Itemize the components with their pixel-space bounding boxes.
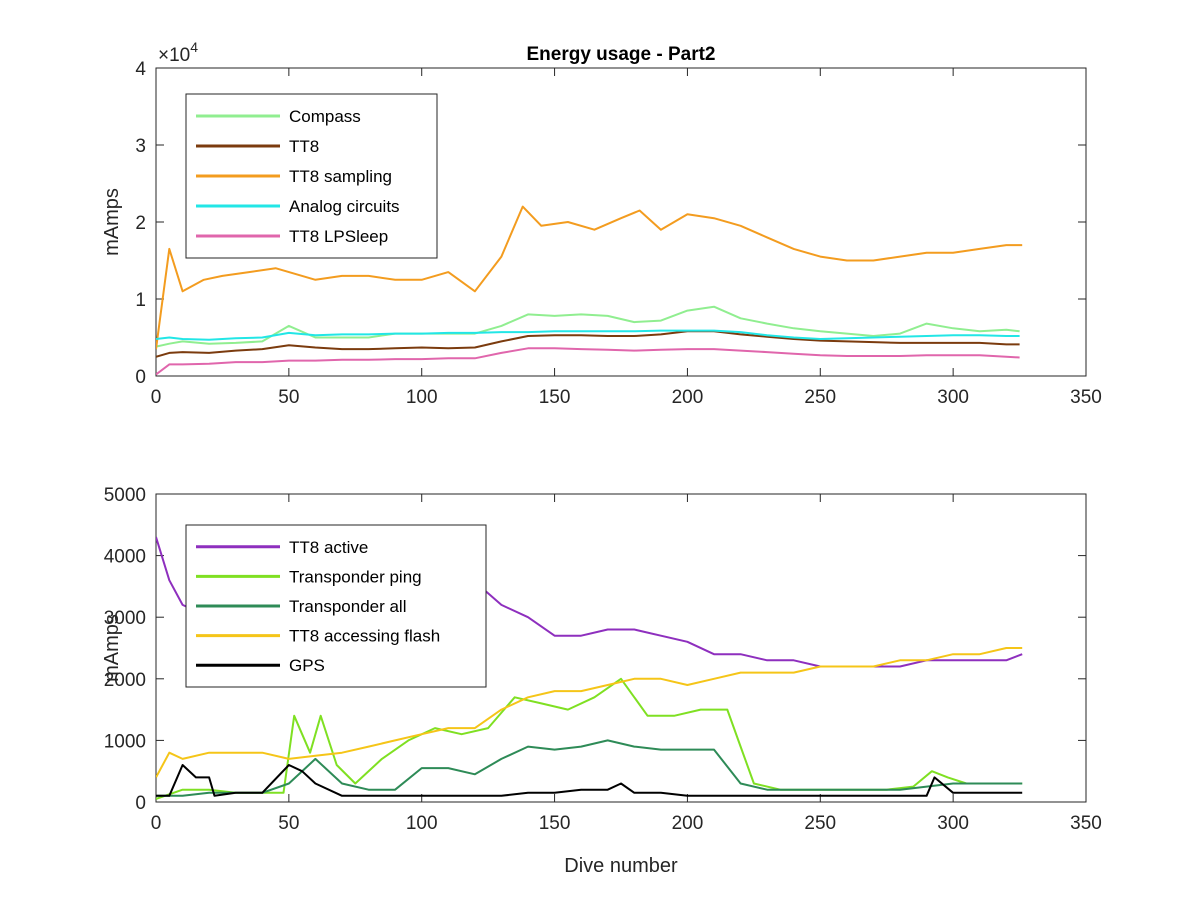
legend-box (185, 93, 438, 259)
series-line-tt8-lpsleep (156, 347, 1020, 376)
legend-entry: TT8 sampling (289, 167, 392, 186)
y-exponent-label: ×104 (158, 39, 198, 66)
series-group (156, 205, 1023, 376)
x-tick-label: 150 (539, 813, 571, 834)
y-tick-label: 5000 (104, 485, 146, 506)
y-tick-label: 1 (135, 290, 146, 311)
y-tick-label: 3 (135, 136, 146, 157)
x-tick-label: 250 (804, 813, 836, 834)
legend-entry: Compass (289, 107, 361, 126)
series-group (156, 536, 1023, 800)
series-line-tt8-accessing-flash (156, 647, 1023, 778)
y-axis-label: mAmps (101, 614, 123, 682)
series-line-tt8-sampling (156, 205, 1023, 350)
x-tick-label: 100 (406, 387, 438, 408)
y-tick-label: 2 (135, 213, 146, 234)
y-tick-label: 0 (135, 367, 146, 388)
x-tick-label: 150 (539, 387, 571, 408)
legend: Compass TT8 TT8 sampling Analog circuits TT8… (185, 93, 438, 259)
x-tick-label: 250 (804, 387, 836, 408)
y-tick-label: 4000 (104, 547, 146, 568)
legend-entry: GPS (289, 656, 325, 675)
legend-entry: TT8 (289, 137, 319, 156)
x-tick-label: 300 (937, 387, 969, 408)
legend-entry: TT8 accessing flash (289, 627, 440, 646)
x-tick-label: 0 (151, 813, 162, 834)
legend-entry: TT8 LPSleep (289, 227, 388, 246)
x-tick-label: 50 (278, 813, 299, 834)
y-tick-label: 2000 (104, 670, 146, 691)
x-tick-label: 100 (406, 813, 438, 834)
chart-title: Energy usage - Part2 (526, 44, 715, 65)
series-line-analog-circuits (156, 329, 1020, 341)
x-tick-label: 200 (672, 813, 704, 834)
x-tick-label: 300 (937, 813, 969, 834)
y-tick-label: 1000 (104, 731, 146, 752)
x-tick-label: 200 (672, 387, 704, 408)
bottom-plot: 0 50 100 150 200 250 300 350 0 1000 2000 3000 4000 50… (101, 485, 1102, 877)
x-tick-label: 350 (1070, 387, 1102, 408)
y-tick-label: 3000 (104, 608, 146, 629)
x-tick-label: 350 (1070, 813, 1102, 834)
x-tick-label: 0 (151, 387, 162, 408)
y-tick-label: 0 (135, 793, 146, 814)
y-axis-label: mAmps (101, 188, 123, 256)
series-line-compass (156, 305, 1020, 348)
legend-entry: TT8 active (289, 538, 368, 557)
x-axis-label: Dive number (564, 855, 678, 877)
legend: TT8 active Transponder ping Transponder al… (185, 524, 487, 688)
y-tick-label: 4 (135, 59, 146, 80)
legend-entry: Transponder ping (289, 567, 422, 586)
top-plot: 0 50 100 150 200 250 300 350 0 1 2 3 4 ×104 Energy usa… (101, 39, 1102, 408)
series-line-tt8 (156, 330, 1020, 358)
legend-entry: Transponder all (289, 597, 407, 616)
series-line-gps (156, 764, 1023, 797)
x-tick-label: 50 (278, 387, 299, 408)
legend-entry: Analog circuits (289, 197, 400, 216)
